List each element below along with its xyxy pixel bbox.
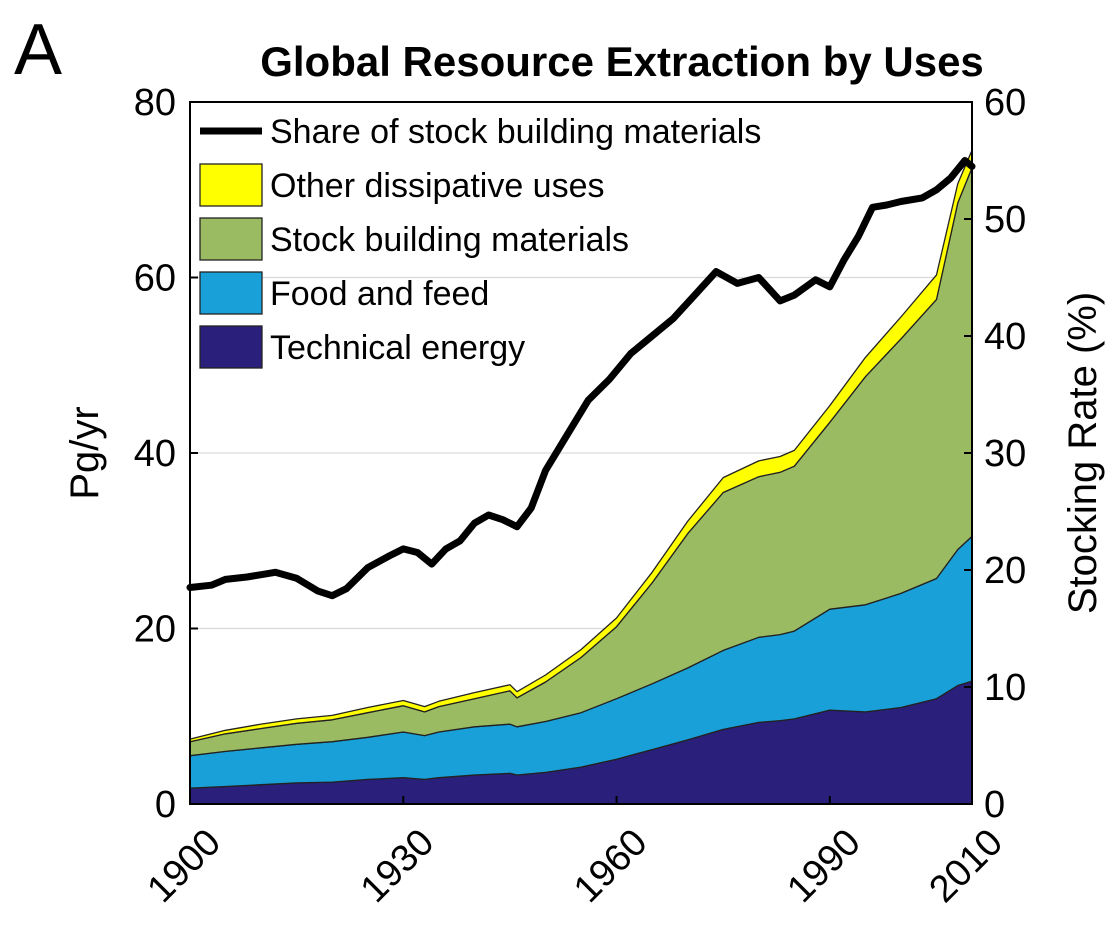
share-line: [186, 157, 976, 600]
right-y-axis-ticks: 0 10 20 30 40 50 60: [964, 82, 1026, 826]
legend-swatch-food-and-feed: [199, 271, 263, 315]
left-y-axis-ticks: 0 20 40 60 80: [134, 82, 198, 826]
legend-label-other-dissipative-uses: Other dissipative uses: [270, 167, 605, 205]
line-share-of-stock-building-materials: [186, 157, 976, 600]
y-tick-label-left-0: 0: [155, 784, 176, 826]
legend-swatch-other-dissipative-uses: [199, 163, 263, 207]
y-tick-label-left-1: 20: [134, 609, 176, 651]
y-tick-label-left-4: 80: [134, 82, 176, 124]
chart-title: Global Resource Extraction by Uses: [260, 38, 984, 85]
y-tick-label-left-3: 60: [134, 258, 176, 300]
x-axis-ticks: 1900 1930 1960 1990 2010: [140, 796, 1011, 911]
x-tick-label-2: 1960: [566, 821, 655, 910]
x-tick-label-3: 1990: [779, 821, 868, 910]
x-tick-label-0: 1900: [140, 821, 229, 910]
panel-label: A: [14, 10, 62, 90]
y-tick-label-right-3: 30: [984, 433, 1026, 475]
y-tick-label-left-2: 40: [134, 433, 176, 475]
legend-swatch-stock-building-materials: [199, 217, 263, 261]
legend-label-technical-energy: Technical energy: [270, 329, 525, 367]
y-tick-label-right-5: 50: [984, 199, 1026, 241]
legend-label-share-of-stock-building-materials: Share of stock building materials: [270, 113, 761, 151]
legend: Share of stock building materials Other d…: [199, 113, 761, 369]
y-tick-label-right-6: 60: [984, 82, 1026, 124]
x-tick-label-1: 1930: [353, 821, 442, 910]
y-tick-label-right-2: 20: [984, 550, 1026, 592]
y-tick-label-right-1: 10: [984, 667, 1026, 709]
x-tick-label-4: 2010: [922, 821, 1011, 910]
y-tick-label-right-4: 40: [984, 316, 1026, 358]
y-axis-title-right: Stocking Rate (%): [1061, 292, 1105, 614]
y-tick-label-right-0: 0: [984, 784, 1005, 826]
legend-label-food-and-feed: Food and feed: [270, 275, 489, 313]
legend-swatch-technical-energy: [199, 325, 263, 369]
legend-label-stock-building-materials: Stock building materials: [270, 221, 629, 259]
y-axis-title-left: Pg/yr: [63, 406, 107, 499]
